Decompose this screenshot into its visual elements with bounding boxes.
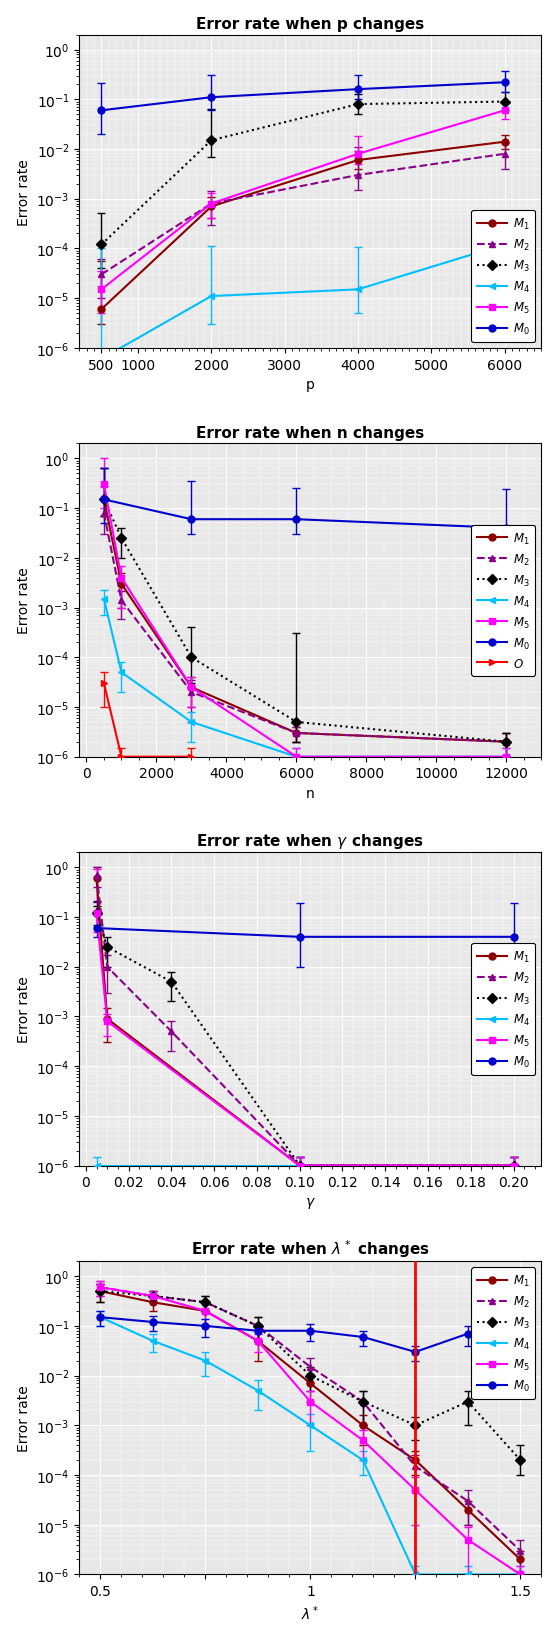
X-axis label: $\lambda^*$: $\lambda^*$: [301, 1603, 320, 1623]
X-axis label: $\gamma$: $\gamma$: [305, 1195, 316, 1210]
Y-axis label: Error rate: Error rate: [17, 1385, 31, 1452]
Title: Error rate when $\gamma$ changes: Error rate when $\gamma$ changes: [196, 833, 424, 851]
Y-axis label: Error rate: Error rate: [17, 567, 31, 634]
Y-axis label: Error rate: Error rate: [17, 975, 31, 1042]
Title: Error rate when $\lambda^*$ changes: Error rate when $\lambda^*$ changes: [191, 1237, 430, 1259]
Title: Error rate when n changes: Error rate when n changes: [196, 425, 425, 441]
Legend: $M_1$, $M_2$, $M_3$, $M_4$, $M_5$, $M_0$, $O$: $M_1$, $M_2$, $M_3$, $M_4$, $M_5$, $M_0$…: [472, 526, 536, 677]
Legend: $M_1$, $M_2$, $M_3$, $M_4$, $M_5$, $M_0$: $M_1$, $M_2$, $M_3$, $M_4$, $M_5$, $M_0$: [472, 211, 536, 343]
X-axis label: p: p: [306, 379, 315, 392]
Legend: $M_1$, $M_2$, $M_3$, $M_4$, $M_5$, $M_0$: $M_1$, $M_2$, $M_3$, $M_4$, $M_5$, $M_0$: [472, 944, 536, 1075]
Title: Error rate when p changes: Error rate when p changes: [196, 16, 425, 31]
X-axis label: n: n: [306, 787, 315, 800]
Y-axis label: Error rate: Error rate: [17, 159, 31, 226]
Legend: $M_1$, $M_2$, $M_3$, $M_4$, $M_5$, $M_0$: $M_1$, $M_2$, $M_3$, $M_4$, $M_5$, $M_0$: [472, 1267, 536, 1400]
